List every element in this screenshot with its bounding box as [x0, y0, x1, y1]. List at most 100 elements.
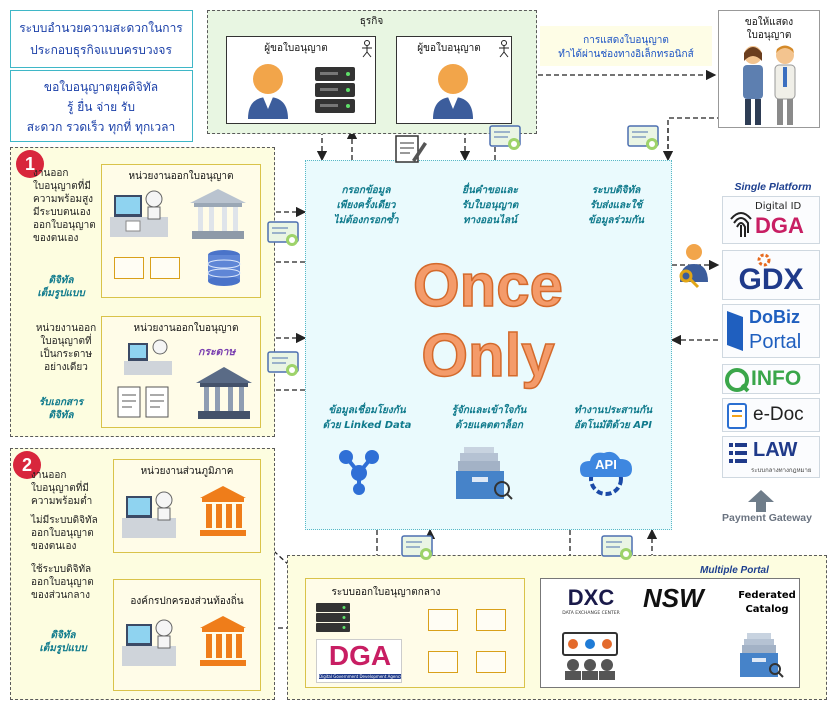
central-system-title: ระบบออกใบอนุญาตกลาง: [331, 587, 441, 598]
fingerprint-icon: [730, 212, 752, 237]
feature-api: ทำงานประสานกัน อัตโนมัติด้วย API: [558, 403, 668, 433]
header-box: ระบบอำนวยความสะดวกในการ ประกอบธุรกิจแบบค…: [10, 10, 193, 68]
section-2-badge: 2: [13, 451, 41, 479]
feature-line: กรอกข้อมูล: [341, 185, 391, 196]
office-worker-icon: [110, 190, 168, 237]
header-title-line1: ระบบอำนวยความสะดวกในการ: [19, 21, 183, 35]
once-only-hub: กรอกข้อมูล เพียงครั้งเดียว ไม่ต้องกรอกซ้…: [305, 160, 672, 530]
local-government-box: องค์กรปกครองส่วนท้องถิ่น: [113, 579, 261, 691]
feature-line: รับใบอนุญาต: [461, 200, 519, 211]
paper-tag: กระดาษ: [198, 346, 236, 358]
feature-line: ยื่นคำขอและ: [462, 185, 518, 196]
institution-icon: [200, 616, 246, 666]
text-line: ของตนเอง: [33, 233, 79, 244]
law-sub-label: ระบบกลางทางกฎหมาย: [751, 467, 812, 474]
gear-icon: [757, 253, 771, 267]
single-platform-title: Single Platform: [734, 181, 812, 193]
feature-line: ทางออนไลน์: [463, 215, 517, 226]
text-line: ไม่มีระบบดิจิทัล: [31, 515, 98, 526]
server-icon: [315, 67, 355, 113]
certificate-icon: [114, 257, 144, 279]
api-label: API: [595, 457, 617, 472]
slogan-line3: สะดวก รวดเร็ว ทุกที่ ทุกเวลา: [26, 120, 176, 134]
electronic-note-line1: การแสดงใบอนุญาต: [583, 35, 669, 46]
agency-label-a: หน่วยงานออกใบอนุญาต: [128, 171, 234, 182]
document-icon: [727, 403, 747, 429]
feature-line: ระบบดิจิทัล: [591, 185, 641, 196]
digital-id-label: Digital ID: [755, 201, 802, 212]
multiple-portal-title: Multiple Portal: [700, 565, 769, 576]
text-line: ความพร้อมต่ำ: [31, 496, 93, 507]
dga-subtitle: Digital Government Development Agency: [319, 674, 401, 679]
text-line: หน่วยงานออก: [35, 323, 97, 334]
platform-dobiz: DoBiz Portal: [722, 304, 820, 358]
government-building-icon: [190, 189, 246, 239]
feature-line: ทำงานประสานกัน: [573, 405, 653, 416]
section-2-tag: ดิจิทัล เต็มรูปแบบ: [33, 629, 93, 655]
digital-certificate-icon: [267, 221, 299, 246]
office-worker-icon: [122, 491, 176, 538]
feature-fill-once: กรอกข้อมูล เพียงครั้งเดียว ไม่ต้องกรอกซ้…: [316, 183, 416, 228]
dxc-label: DXC: [567, 585, 615, 610]
feature-online-submission: ยื่นคำขอและ รับใบอนุญาต ทางออนไลน์: [440, 183, 540, 228]
text-line: ของตนเอง: [31, 541, 77, 552]
platform-edoc: e-Doc: [722, 398, 820, 432]
digital-certificate-icon: [601, 535, 633, 560]
feature-data-sharing: ระบบดิจิทัล รับส่งและใช้ ข้อมูลร่วมกัน: [566, 183, 666, 228]
feature-line: ด้วย Linked Data: [322, 420, 412, 431]
up-arrow-icon: [748, 490, 774, 512]
section-1-text-b: หน่วยงานออก ใบอนุญาตที่ เป็นกระดาษ อย่าง…: [31, 322, 101, 374]
slogan-line2: รู้ ยื่น จ่าย รับ: [67, 100, 135, 114]
feature-line: อัตโนมัติด้วย API: [573, 420, 653, 431]
text-line: อย่างเดียว: [44, 362, 88, 373]
text-line: ใบอนุญาตที่มี: [33, 181, 91, 192]
gdx-logo-text: GDX: [738, 263, 804, 296]
certificate-icon: [476, 609, 506, 631]
licensing-agency-digital: หน่วยงานออกใบอนุญาต: [101, 164, 261, 298]
platform-info: INFO: [722, 364, 820, 394]
text-line: ใช้ระบบดิจิทัล: [31, 564, 92, 575]
header-title-line2: ประกอบธุรกิจแบบครบวงจร: [30, 43, 172, 57]
display-line2: ใบอนุญาต: [746, 30, 792, 41]
dobiz-label: DoBiz: [749, 307, 800, 327]
tag-line: เต็มรูปแบบ: [39, 643, 87, 654]
key-user-icon: [679, 244, 708, 289]
person-icon: [248, 64, 288, 119]
law-label: LAW: [753, 439, 798, 461]
text-line: มีระบบตนเอง: [33, 207, 91, 218]
section-1-tag-b: รับเอกสาร ดิจิทัล: [31, 396, 91, 422]
electronic-display-note: การแสดงใบอนุญาต ทำได้ผ่านช่องทางอิเล็กทร…: [540, 26, 712, 66]
catalog-icon: [456, 447, 513, 500]
section-1-box: 1 งานออก ใบอนุญาตที่มี ความพร้อมสูง มีระ…: [10, 147, 275, 437]
applicant-label-1: ผู้ขอใบอนุญาต: [264, 43, 328, 54]
portal-label: Portal: [749, 331, 802, 353]
applicant-label-2: ผู้ขอใบอนุญาต: [417, 43, 481, 54]
licensing-agency-paper: หน่วยงานออกใบอนุญาต กระดาษ: [101, 316, 261, 428]
platform-law: LAW ระบบกลางทางกฎหมาย: [722, 436, 820, 478]
tag-line: ดิจิทัล: [48, 410, 74, 421]
text-line: ของส่วนกลาง: [31, 590, 90, 601]
cloud-gear-icon: [580, 451, 632, 496]
text-line: งานออก: [31, 470, 67, 481]
text-line: ใบอนุญาตที่มี: [31, 483, 89, 494]
linked-data-icon: [339, 450, 379, 495]
digital-certificate-icon: [267, 351, 299, 376]
certificate-icon: [476, 651, 506, 673]
form-signing-icon: [395, 135, 427, 163]
dxc-sub-label: DATA EXCHANGE CENTER: [562, 611, 620, 616]
applicant-card-1: ผู้ขอใบอนุญาต: [226, 36, 376, 124]
platform-digital-id: Digital ID DGA: [722, 196, 820, 244]
government-building-icon: [196, 367, 252, 419]
digital-certificate-icon: [627, 125, 659, 150]
feature-line: ไม่ต้องกรอกซ้ำ: [333, 215, 399, 226]
federated-line: Catalog: [745, 604, 789, 615]
feature-catalog: รู้จักและเข้าใจกัน ด้วยแคตตาล็อก: [434, 403, 544, 433]
certificate-icon: [428, 651, 458, 673]
tag-line: เต็มรูปแบบ: [37, 288, 85, 299]
dga-logo: DGA Digital Government Development Agenc…: [316, 639, 402, 683]
payment-gateway-label: Payment Gateway: [722, 512, 812, 524]
info-logo-icon: [725, 368, 750, 393]
local-label: องค์กรปกครองส่วนท้องถิ่น: [130, 596, 244, 607]
text-line: ความพร้อมสูง: [33, 194, 94, 205]
applicant-card-2: ผู้ขอใบอนุญาต: [396, 36, 512, 124]
